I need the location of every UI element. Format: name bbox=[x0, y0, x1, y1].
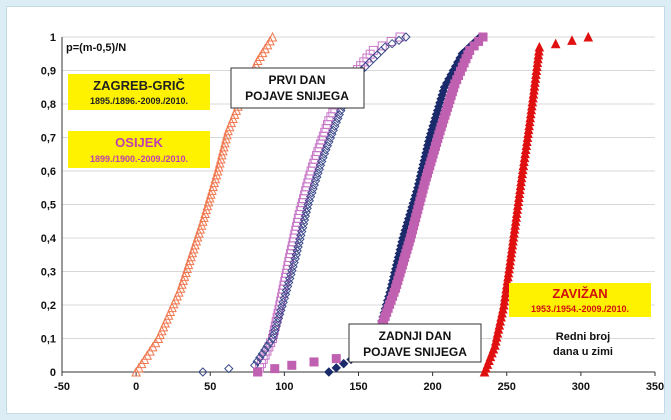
x-tick-label: 250 bbox=[498, 381, 516, 393]
data-point bbox=[331, 363, 341, 373]
y-tick-label: 0,1 bbox=[41, 334, 56, 346]
note-line2: dana u zimi bbox=[553, 346, 613, 358]
data-point bbox=[252, 356, 262, 367]
y-axis-label: p=(m-0,5)/N bbox=[66, 42, 126, 54]
x-tick-label: 0 bbox=[133, 381, 139, 393]
data-point bbox=[377, 41, 387, 51]
y-tick-label: 0,3 bbox=[41, 267, 56, 279]
data-point bbox=[265, 337, 275, 348]
data-point bbox=[331, 354, 341, 364]
data-point bbox=[324, 367, 334, 377]
data-point bbox=[308, 184, 318, 194]
data-point bbox=[380, 42, 390, 52]
osijek-years: 1899./1900.-2009./2010. bbox=[90, 154, 188, 164]
zagreb-years: 1895./1896.-2009./2010. bbox=[90, 96, 188, 106]
x-tick-label: 300 bbox=[572, 381, 590, 393]
prvi-dan-box bbox=[230, 67, 365, 109]
data-point bbox=[401, 32, 411, 42]
data-point bbox=[270, 364, 280, 374]
data-point bbox=[338, 358, 349, 369]
x-tick-label: 150 bbox=[349, 381, 367, 393]
zadnji-dan-box bbox=[348, 323, 482, 363]
data-point bbox=[262, 341, 273, 351]
osijek-label-box bbox=[68, 131, 210, 168]
data-point bbox=[583, 31, 594, 42]
data-point bbox=[257, 349, 268, 359]
y-tick-label: 0,8 bbox=[41, 99, 56, 111]
zadnji-dan-line2: POJAVE SNIJEGA bbox=[363, 345, 467, 359]
zavizan-label-box bbox=[509, 283, 651, 317]
y-tick-label: 0,7 bbox=[41, 133, 56, 145]
zagreb-label-box bbox=[68, 74, 210, 110]
annotations: ZAGREB-GRIČ 1895./1896.-2009./2010. OSIJEK… bbox=[68, 67, 651, 363]
x-tick-label: -50 bbox=[54, 381, 70, 393]
y-tick-label: 1 bbox=[50, 32, 56, 44]
data-point bbox=[309, 357, 319, 367]
note-line1: Redni broj bbox=[556, 331, 610, 343]
y-tick-label: 0,9 bbox=[41, 66, 56, 78]
y-tick-label: 0 bbox=[50, 367, 56, 379]
zavizan-years: 1953./1954.-2009./2010. bbox=[531, 304, 629, 314]
osijek-title: OSIJEK bbox=[115, 135, 163, 150]
x-tick-label: 350 bbox=[646, 381, 664, 393]
data-point bbox=[331, 117, 341, 128]
tick-labels: 0 0,1 0,2 0,3 0,4 0,5 0,6 0,7 0,8 0,9 1 -50 0 50 100 15… bbox=[41, 32, 664, 393]
y-tick-label: 0,6 bbox=[41, 166, 56, 178]
data-point bbox=[255, 352, 265, 363]
data-point bbox=[395, 32, 405, 42]
y-tick-label: 0,2 bbox=[41, 300, 56, 312]
data-point bbox=[267, 31, 278, 42]
axes bbox=[61, 37, 656, 376]
zagreb-title: ZAGREB-GRIČ bbox=[93, 78, 185, 93]
prvi-dan-line2: POJAVE SNIJEGA bbox=[245, 89, 349, 103]
data-point bbox=[534, 41, 545, 52]
y-tick-label: 0,5 bbox=[41, 200, 56, 212]
data-point bbox=[260, 345, 270, 355]
series-zavizan_last bbox=[479, 31, 594, 377]
y-tick-label: 0,4 bbox=[41, 233, 57, 245]
prvi-dan-line1: PRVI DAN bbox=[268, 73, 325, 87]
data-point bbox=[224, 363, 234, 374]
x-tick-label: 50 bbox=[204, 381, 216, 393]
data-point bbox=[567, 35, 577, 45]
data-point bbox=[386, 36, 396, 46]
data-point bbox=[478, 32, 488, 42]
series-osijek_last bbox=[253, 32, 488, 377]
data-point bbox=[387, 38, 397, 49]
data-point bbox=[550, 38, 561, 49]
data-point bbox=[287, 360, 297, 370]
x-tick-label: 200 bbox=[423, 381, 441, 393]
zavizan-title: ZAVIŽAN bbox=[552, 286, 607, 301]
x-tick-label: 100 bbox=[275, 381, 293, 393]
data-point bbox=[394, 35, 404, 46]
zadnji-dan-line1: ZADNJI DAN bbox=[379, 329, 452, 343]
data-point bbox=[198, 367, 208, 377]
data-point bbox=[253, 367, 263, 377]
data-point bbox=[336, 105, 346, 116]
